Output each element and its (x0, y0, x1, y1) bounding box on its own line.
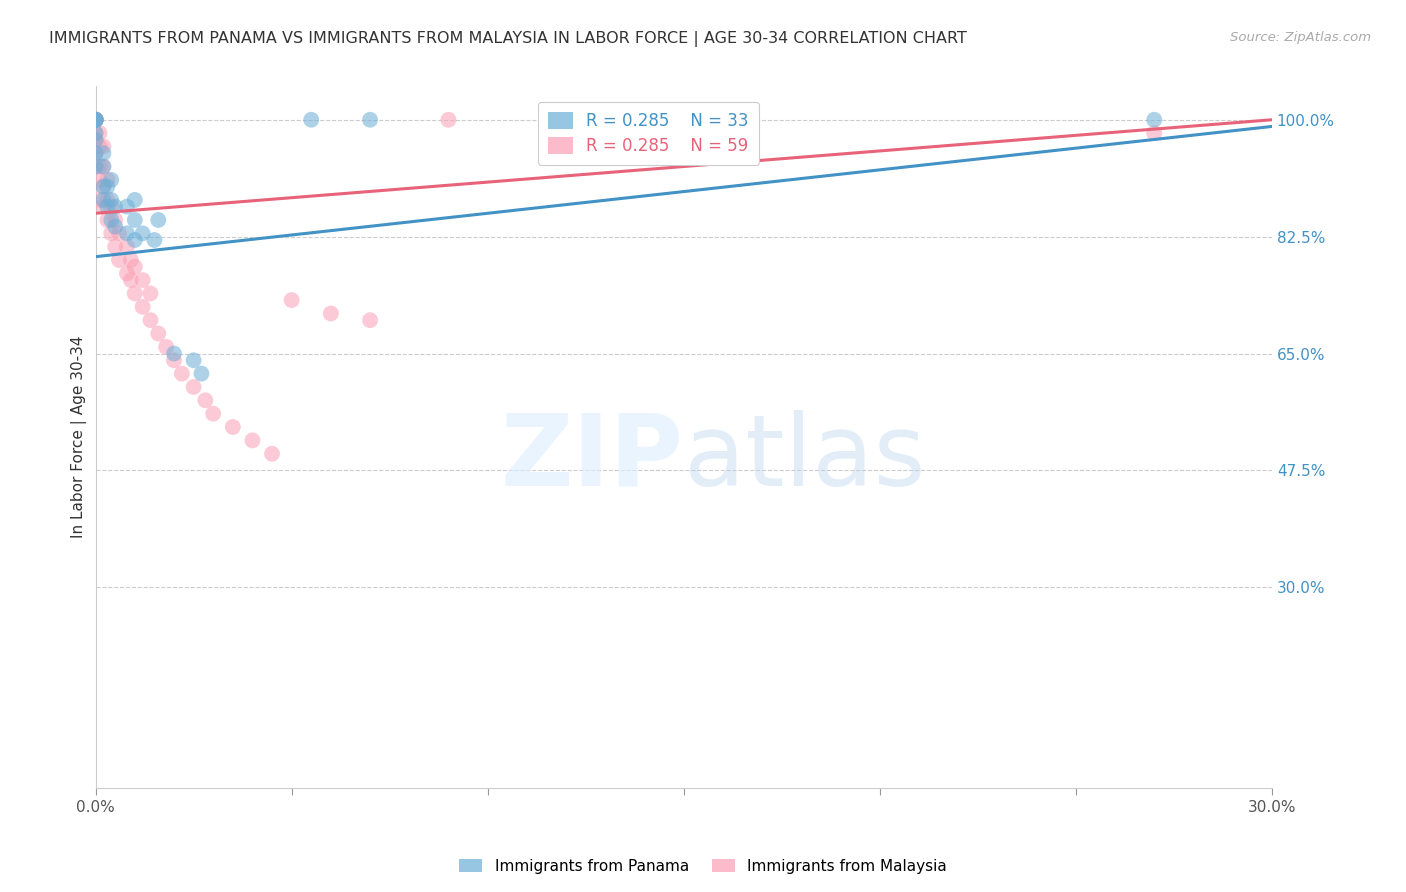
Point (280, 293, 302, 307)
Point (131, 273, 153, 287)
Point (1143, 112, 1166, 127)
Point (437, 112, 460, 127)
Point (163, 353, 186, 368)
Point (115, 267, 138, 281)
Point (319, 306, 342, 320)
Point (89, 126, 111, 140)
Text: atlas: atlas (683, 409, 925, 507)
Point (84, 112, 107, 127)
Point (84, 112, 107, 127)
Point (359, 112, 381, 127)
Point (84, 133, 107, 147)
Point (170, 367, 193, 381)
Point (84, 133, 107, 147)
Point (84, 112, 107, 127)
Point (100, 173, 122, 187)
Point (359, 313, 381, 327)
Point (1143, 126, 1166, 140)
Point (148, 326, 170, 341)
Point (115, 227, 138, 241)
Point (93, 179, 115, 194)
Point (100, 213, 122, 227)
Point (120, 273, 142, 287)
Point (124, 260, 146, 274)
Point (96, 173, 118, 187)
Point (84, 160, 107, 174)
Point (96, 179, 118, 194)
Point (84, 112, 107, 127)
Point (104, 213, 127, 227)
Point (89, 139, 111, 153)
Point (202, 407, 225, 421)
Point (124, 233, 146, 247)
Point (84, 112, 107, 127)
Point (104, 200, 127, 214)
Point (104, 240, 127, 254)
Point (131, 300, 153, 314)
Point (155, 340, 177, 354)
Point (194, 393, 217, 408)
Point (84, 160, 107, 174)
Point (108, 227, 131, 241)
Point (84, 112, 107, 127)
Point (222, 420, 245, 434)
Point (84, 112, 107, 127)
Point (93, 160, 115, 174)
Point (84, 112, 107, 127)
Point (84, 126, 107, 140)
Point (89, 173, 111, 187)
Point (148, 213, 170, 227)
Text: ZIP: ZIP (501, 409, 683, 507)
Point (190, 367, 212, 381)
Point (84, 112, 107, 127)
Point (84, 112, 107, 127)
Point (84, 112, 107, 127)
Point (96, 213, 118, 227)
Point (100, 200, 122, 214)
Point (93, 179, 115, 194)
Point (108, 253, 131, 268)
Point (299, 112, 322, 127)
Point (93, 146, 115, 161)
Point (242, 434, 264, 448)
Legend: Immigrants from Panama, Immigrants from Malaysia: Immigrants from Panama, Immigrants from … (453, 853, 953, 880)
Point (124, 213, 146, 227)
Point (139, 313, 162, 327)
Point (183, 380, 205, 394)
Point (100, 227, 122, 241)
Point (93, 200, 115, 214)
Point (84, 112, 107, 127)
Y-axis label: In Labor Force | Age 30-34: In Labor Force | Age 30-34 (72, 335, 87, 538)
Point (89, 160, 111, 174)
Point (96, 200, 118, 214)
Point (104, 219, 127, 234)
Legend: R = 0.285    N = 33, R = 0.285    N = 59: R = 0.285 N = 33, R = 0.285 N = 59 (538, 102, 759, 165)
Point (115, 200, 138, 214)
Point (139, 286, 162, 301)
Text: Source: ZipAtlas.com: Source: ZipAtlas.com (1230, 31, 1371, 45)
Point (84, 126, 107, 140)
Point (93, 139, 115, 153)
Point (120, 253, 142, 268)
Point (260, 447, 283, 461)
Text: IMMIGRANTS FROM PANAMA VS IMMIGRANTS FROM MALAYSIA IN LABOR FORCE | AGE 30-34 CO: IMMIGRANTS FROM PANAMA VS IMMIGRANTS FRO… (49, 31, 967, 47)
Point (89, 193, 111, 207)
Point (93, 160, 115, 174)
Point (131, 227, 153, 241)
Point (84, 112, 107, 127)
Point (183, 353, 205, 368)
Point (96, 193, 118, 207)
Point (163, 346, 186, 360)
Point (124, 286, 146, 301)
Point (124, 193, 146, 207)
Point (84, 112, 107, 127)
Point (84, 112, 107, 127)
Point (93, 193, 115, 207)
Point (84, 146, 107, 161)
Point (100, 193, 122, 207)
Point (84, 112, 107, 127)
Point (143, 233, 166, 247)
Point (84, 146, 107, 161)
Point (115, 240, 138, 254)
